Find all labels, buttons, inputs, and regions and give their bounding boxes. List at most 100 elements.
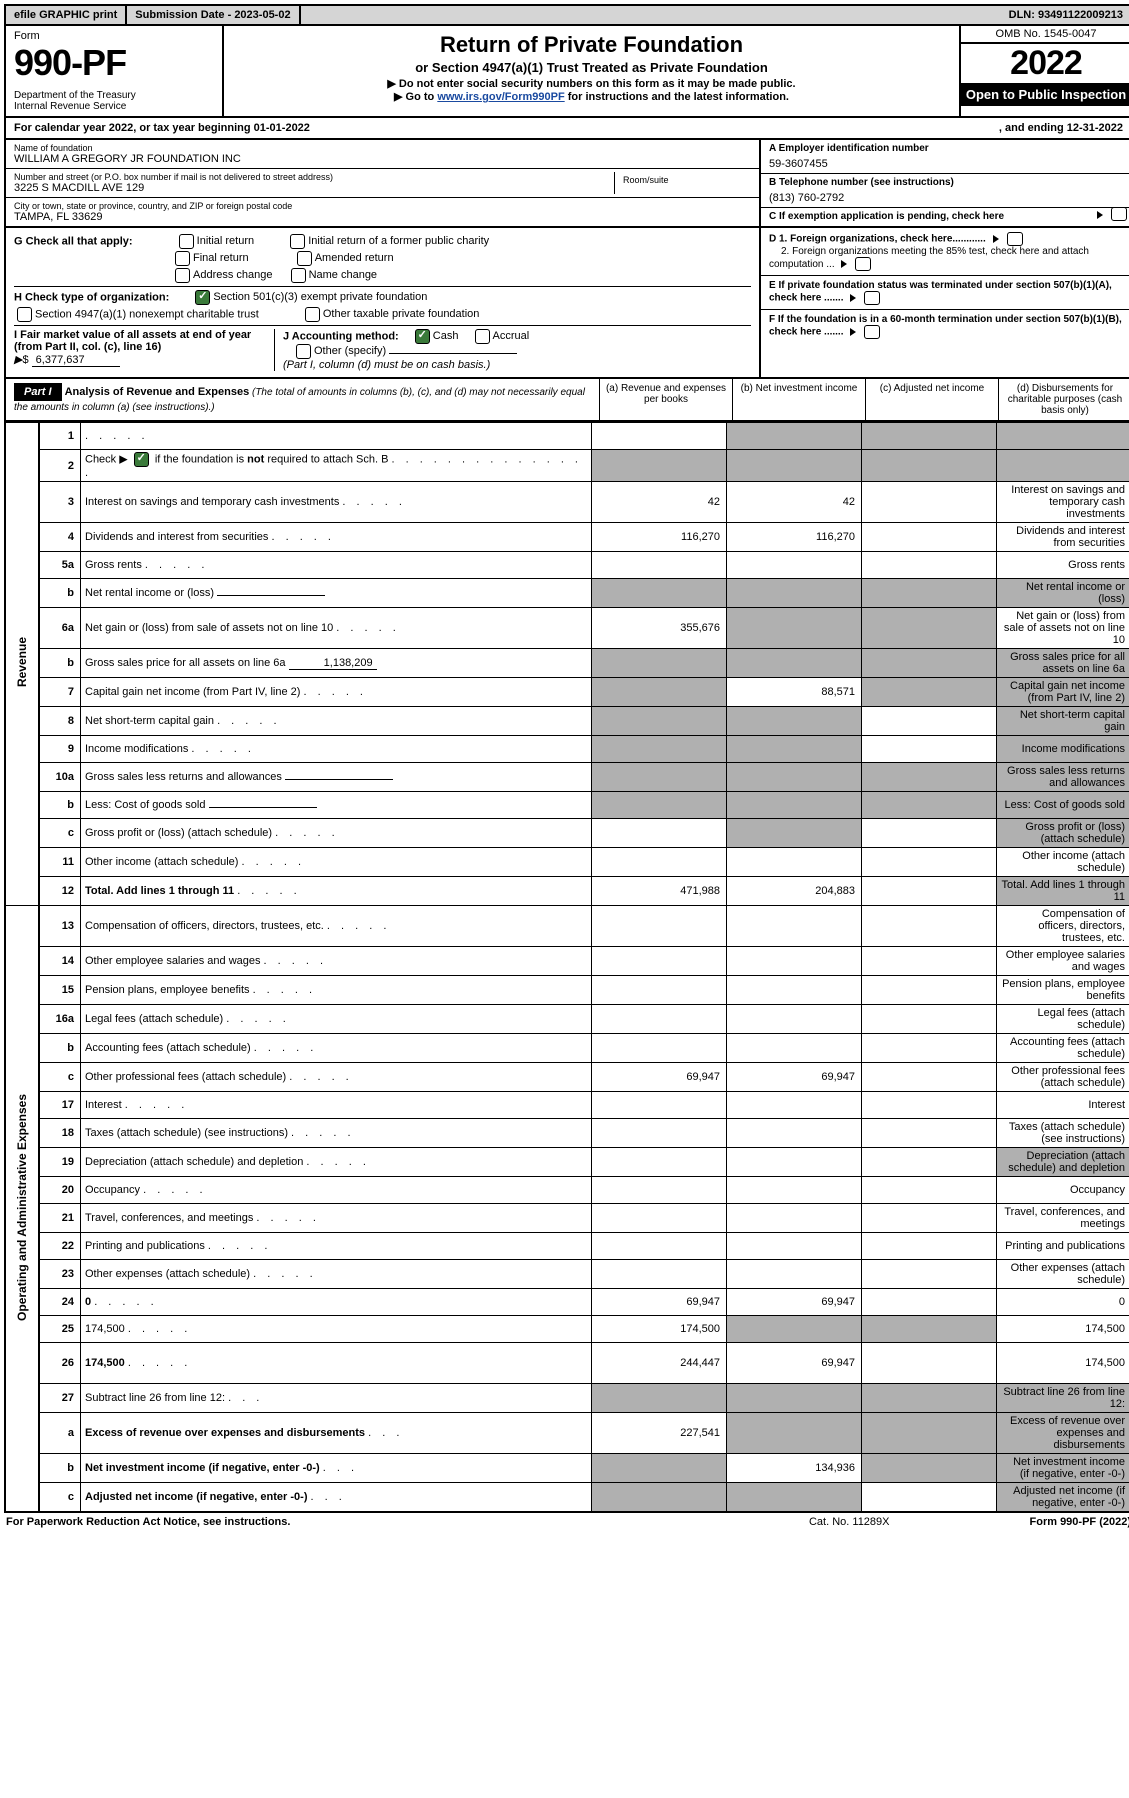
d1-checkbox[interactable] (1007, 232, 1023, 246)
b-label: B Telephone number (see instructions) (769, 177, 1123, 188)
street-address: 3225 S MACDILL AVE 129 (14, 182, 614, 194)
table-row: 15Pension plans, employee benefits . . .… (5, 976, 1129, 1005)
part1-title: Analysis of Revenue and Expenses (65, 386, 250, 398)
e-checkbox[interactable] (864, 291, 880, 305)
top-bar: efile GRAPHIC print Submission Date - 20… (4, 4, 1129, 26)
table-row: cAdjusted net income (if negative, enter… (5, 1483, 1129, 1513)
j-cash-checkbox[interactable]: ✓ (415, 329, 430, 344)
table-row: 20Occupancy . . . . .Occupancy (5, 1177, 1129, 1204)
arrow-icon (1097, 211, 1103, 219)
g-address-checkbox[interactable] (175, 268, 190, 283)
footer-left: For Paperwork Reduction Act Notice, see … (6, 1516, 290, 1528)
table-row: cOther professional fees (attach schedul… (5, 1063, 1129, 1092)
table-row: 18Taxes (attach schedule) (see instructi… (5, 1119, 1129, 1148)
table-row: 27Subtract line 26 from line 12: . . .Su… (5, 1384, 1129, 1413)
street-label: Number and street (or P.O. box number if… (14, 172, 614, 182)
g-final-checkbox[interactable] (175, 251, 190, 266)
table-row: aExcess of revenue over expenses and dis… (5, 1413, 1129, 1454)
table-row: 240 . . . . .69,94769,9470 (5, 1289, 1129, 1316)
d2-label: 2. Foreign organizations meeting the 85%… (769, 246, 1089, 270)
table-row: 19Depreciation (attach schedule) and dep… (5, 1148, 1129, 1177)
table-row: Operating and Administrative Expenses13C… (5, 906, 1129, 947)
h-501c3-checkbox[interactable]: ✓ (195, 290, 210, 305)
table-row: cGross profit or (loss) (attach schedule… (5, 819, 1129, 848)
table-row: 4Dividends and interest from securities … (5, 523, 1129, 552)
g-amended-checkbox[interactable] (297, 251, 312, 266)
cal-end: , and ending 12-31-2022 (999, 122, 1123, 134)
table-row: bNet investment income (if negative, ent… (5, 1454, 1129, 1483)
sch-b-checkbox[interactable]: ✓ (134, 452, 149, 467)
irs-link[interactable]: www.irs.gov/Form990PF (437, 91, 564, 103)
h-label: H Check type of organization: (14, 291, 169, 303)
h-other-checkbox[interactable] (305, 307, 320, 322)
c-checkbox[interactable] (1111, 207, 1127, 221)
j-other-checkbox[interactable] (296, 344, 311, 359)
entity-section: Name of foundation WILLIAM A GREGORY JR … (4, 140, 1129, 228)
table-row: 9Income modifications . . . . .Income mo… (5, 736, 1129, 763)
table-row: 10aGross sales less returns and allowanc… (5, 763, 1129, 792)
table-row: bAccounting fees (attach schedule) . . .… (5, 1034, 1129, 1063)
j-accrual-checkbox[interactable] (475, 329, 490, 344)
cal-begin: For calendar year 2022, or tax year begi… (14, 122, 310, 134)
a-label: A Employer identification number (769, 143, 1123, 154)
form-number: 990-PF (14, 42, 214, 84)
f-label: F If the foundation is in a 60-month ter… (769, 314, 1122, 338)
j-note: (Part I, column (d) must be on cash basi… (283, 359, 490, 371)
foundation-name: WILLIAM A GREGORY JR FOUNDATION INC (14, 153, 751, 165)
name-label: Name of foundation (14, 143, 751, 153)
arrow-icon (993, 235, 999, 243)
tax-year: 2022 (961, 44, 1129, 83)
h-4947-checkbox[interactable] (17, 307, 32, 322)
arrow-icon (850, 294, 856, 302)
col-d-header: (d) Disbursements for charitable purpose… (998, 379, 1129, 420)
table-row: bLess: Cost of goods sold Less: Cost of … (5, 792, 1129, 819)
g-name-checkbox[interactable] (291, 268, 306, 283)
room-label: Room/suite (623, 175, 743, 185)
phone: (813) 760-2792 (769, 192, 1123, 204)
ein: 59-3607455 (769, 158, 1123, 170)
arrow-icon (841, 260, 847, 268)
arrow-icon (850, 328, 856, 336)
d2-checkbox[interactable] (855, 257, 871, 271)
city-label: City or town, state or province, country… (14, 201, 751, 211)
table-row: Revenue1 . . . . . (5, 423, 1129, 450)
footer-mid: Cat. No. 11289X (809, 1516, 890, 1528)
page-footer: For Paperwork Reduction Act Notice, see … (4, 1513, 1129, 1531)
form-note1: ▶ Do not enter social security numbers o… (230, 77, 953, 90)
g-initial-former-checkbox[interactable] (290, 234, 305, 249)
table-row: 5aGross rents . . . . .Gross rents (5, 552, 1129, 579)
j-label: J Accounting method: (283, 330, 399, 342)
table-row: 8Net short-term capital gain . . . . .Ne… (5, 707, 1129, 736)
efile-label[interactable]: efile GRAPHIC print (6, 6, 127, 24)
table-row: 22Printing and publications . . . . .Pri… (5, 1233, 1129, 1260)
table-row: 12Total. Add lines 1 through 11 . . . . … (5, 877, 1129, 906)
dept-label: Department of the Treasury Internal Reve… (14, 90, 214, 112)
table-row: 6aNet gain or (loss) from sale of assets… (5, 608, 1129, 649)
table-row: 7Capital gain net income (from Part IV, … (5, 678, 1129, 707)
table-row: 17Interest . . . . .Interest (5, 1092, 1129, 1119)
expenses-side-label: Operating and Administrative Expenses (15, 1094, 29, 1321)
table-row: 3Interest on savings and temporary cash … (5, 482, 1129, 523)
c-label: C If exemption application is pending, c… (769, 211, 1004, 222)
col-a-header: (a) Revenue and expenses per books (599, 379, 732, 420)
table-row: 16aLegal fees (attach schedule) . . . . … (5, 1005, 1129, 1034)
part1-header: Part I Analysis of Revenue and Expenses … (4, 379, 1129, 422)
checks-section: G Check all that apply: Initial return I… (4, 228, 1129, 379)
f-checkbox[interactable] (864, 325, 880, 339)
footer-right: Form 990-PF (2022) (1030, 1516, 1129, 1528)
i-label: I Fair market value of all assets at end… (14, 329, 251, 353)
i-value: 6,377,637 (32, 354, 120, 367)
form-subtitle: or Section 4947(a)(1) Trust Treated as P… (230, 60, 953, 75)
calendar-year: For calendar year 2022, or tax year begi… (4, 118, 1129, 140)
col-b-header: (b) Net investment income (732, 379, 865, 420)
table-row: 26174,500 . . . . .244,44769,947174,500 (5, 1343, 1129, 1384)
omb-number: OMB No. 1545-0047 (961, 26, 1129, 44)
city-state-zip: TAMPA, FL 33629 (14, 211, 751, 223)
g-initial-return-checkbox[interactable] (179, 234, 194, 249)
table-row: 11Other income (attach schedule) . . . .… (5, 848, 1129, 877)
revenue-side-label: Revenue (15, 637, 29, 687)
form-note2: ▶ Go to www.irs.gov/Form990PF for instru… (230, 90, 953, 103)
table-row: bNet rental income or (loss) Net rental … (5, 579, 1129, 608)
table-row: 2Check ▶ ✓ if the foundation is not requ… (5, 450, 1129, 482)
form-header: Form 990-PF Department of the Treasury I… (4, 26, 1129, 118)
